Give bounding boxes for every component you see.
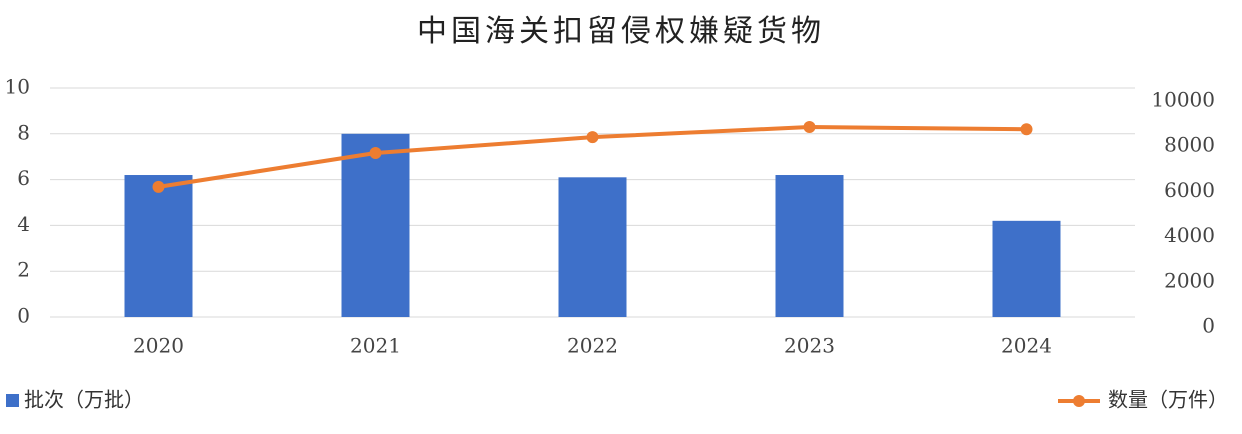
y-tick-label: 10: [5, 75, 30, 99]
bar: [775, 175, 844, 317]
x-tick-label: 2023: [784, 334, 835, 358]
bar: [341, 133, 410, 317]
y-tick-label: 4: [17, 212, 30, 236]
y2-tick-label: 6000: [1164, 178, 1215, 202]
x-tick-label: 2022: [567, 334, 618, 358]
y-tick-label: 8: [17, 120, 30, 144]
x-tick-label: 2021: [350, 334, 401, 358]
line-point: [1020, 123, 1033, 136]
y-tick-label: 6: [17, 166, 30, 190]
legend-marker: [6, 394, 19, 407]
y2-tick-label: 10000: [1151, 88, 1215, 112]
y2-tick-label: 0: [1202, 314, 1215, 338]
line-point: [586, 131, 599, 144]
y-tick-label: 2: [17, 258, 30, 282]
line-point: [803, 120, 816, 133]
line-point: [369, 146, 382, 159]
bar: [558, 177, 627, 317]
chart-title: 中国海关扣留侵权嫌疑货物: [417, 14, 825, 49]
y2-tick-label: 4000: [1164, 223, 1215, 247]
legend-label: 数量（万件）: [1108, 388, 1228, 412]
legend-label: 批次（万批）: [24, 388, 144, 412]
y-tick-label: 0: [17, 304, 30, 328]
legend-marker: [1073, 395, 1085, 407]
y2-tick-label: 2000: [1164, 268, 1215, 292]
x-tick-label: 2020: [133, 334, 184, 358]
line-point: [152, 180, 165, 193]
x-tick-label: 2024: [1001, 334, 1052, 358]
bar: [992, 220, 1061, 317]
y2-tick-label: 8000: [1164, 133, 1215, 157]
bar: [124, 175, 193, 317]
